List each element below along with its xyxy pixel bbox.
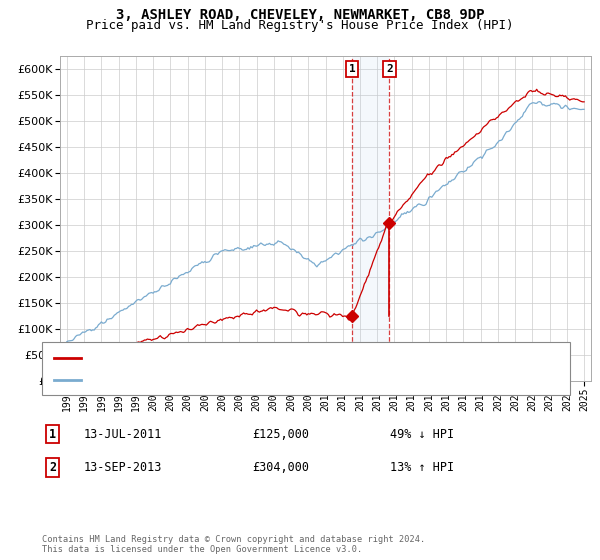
Text: Price paid vs. HM Land Registry's House Price Index (HPI): Price paid vs. HM Land Registry's House … <box>86 19 514 32</box>
Text: 2: 2 <box>49 461 56 474</box>
Text: £304,000: £304,000 <box>252 461 309 474</box>
Text: 3, ASHLEY ROAD, CHEVELEY, NEWMARKET, CB8 9DP (detached house): 3, ASHLEY ROAD, CHEVELEY, NEWMARKET, CB8… <box>87 353 453 362</box>
Text: 1: 1 <box>349 64 355 74</box>
Bar <box>352 56 389 381</box>
Text: 13-SEP-2013: 13-SEP-2013 <box>84 461 163 474</box>
Text: Contains HM Land Registry data © Crown copyright and database right 2024.
This d: Contains HM Land Registry data © Crown c… <box>42 535 425 554</box>
Text: HPI: Average price, detached house, East Cambridgeshire: HPI: Average price, detached house, East… <box>87 375 417 385</box>
Text: 2: 2 <box>386 64 393 74</box>
Text: 13% ↑ HPI: 13% ↑ HPI <box>390 461 454 474</box>
Text: 1: 1 <box>49 427 56 441</box>
Text: 13-JUL-2011: 13-JUL-2011 <box>84 427 163 441</box>
Text: £125,000: £125,000 <box>252 427 309 441</box>
Text: 49% ↓ HPI: 49% ↓ HPI <box>390 427 454 441</box>
Text: 3, ASHLEY ROAD, CHEVELEY, NEWMARKET, CB8 9DP: 3, ASHLEY ROAD, CHEVELEY, NEWMARKET, CB8… <box>116 8 484 22</box>
